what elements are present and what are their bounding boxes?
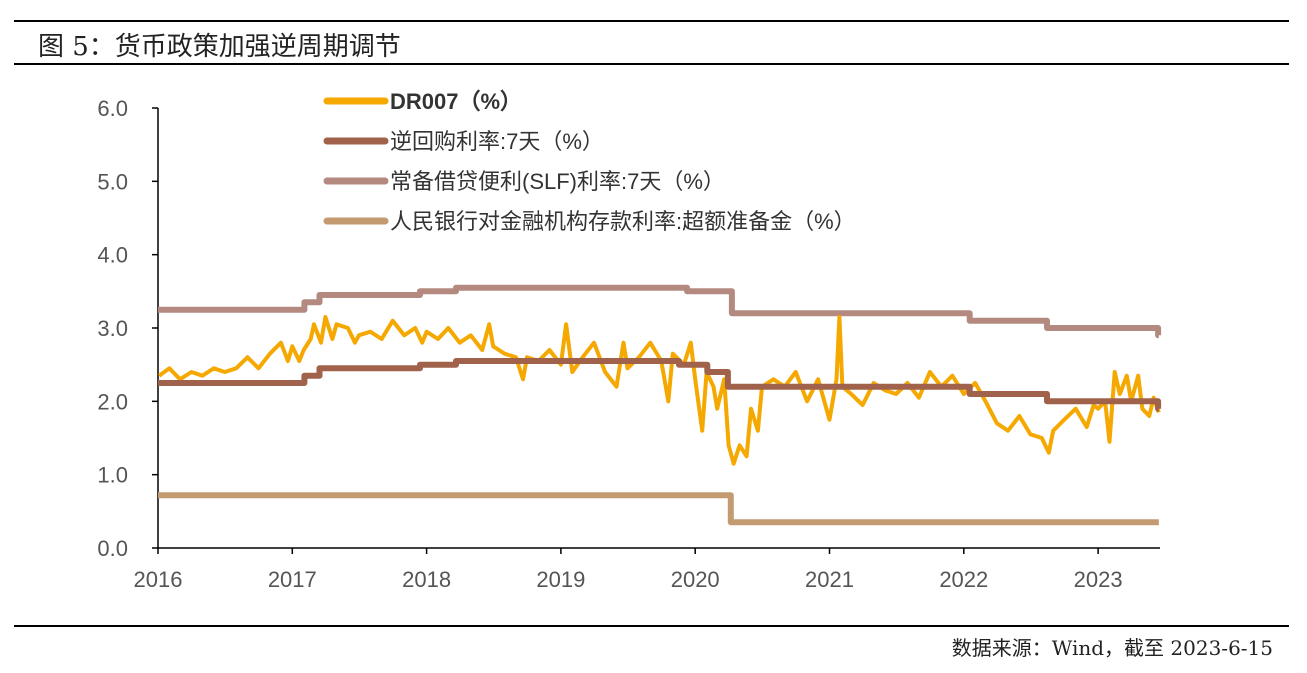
x-tick-label: 2022	[939, 567, 988, 592]
footer-rule	[14, 625, 1289, 627]
x-tick-label: 2021	[805, 567, 854, 592]
legend-label-3: 人民银行对金融机构存款利率:超额准备金（%）	[390, 209, 856, 234]
y-tick-label: 0.0	[97, 536, 128, 561]
x-tick-label: 2016	[134, 567, 183, 592]
series-line-2	[158, 284, 1162, 339]
y-tick-label: 2.0	[97, 389, 128, 414]
series-line-1	[158, 358, 1162, 412]
title-bottom-rule	[14, 63, 1289, 65]
series-line-3	[158, 492, 1159, 526]
legend-label-2: 常备借贷便利(SLF)利率:7天（%）	[390, 169, 725, 194]
x-tick-label: 2023	[1074, 567, 1123, 592]
y-tick-label: 4.0	[97, 243, 128, 268]
legend-label-1: 逆回购利率:7天（%）	[390, 129, 604, 154]
source-note: 数据来源：Wind，截至 2023-6-15	[951, 636, 1273, 660]
x-tick-label: 2019	[536, 567, 585, 592]
series-line-0	[157, 315, 1161, 466]
x-tick-label: 2018	[402, 567, 451, 592]
figure-title: 图 5：货币政策加强逆周期调节	[38, 32, 401, 62]
y-tick-label: 6.0	[97, 96, 128, 121]
x-tick-label: 2020	[671, 567, 720, 592]
y-tick-label: 5.0	[97, 169, 128, 194]
y-tick-label: 3.0	[97, 316, 128, 341]
legend-label-0: DR007（%）	[390, 89, 522, 114]
x-tick-label: 2017	[268, 567, 317, 592]
title-top-rule	[14, 20, 1289, 22]
y-tick-label: 1.0	[97, 463, 128, 488]
